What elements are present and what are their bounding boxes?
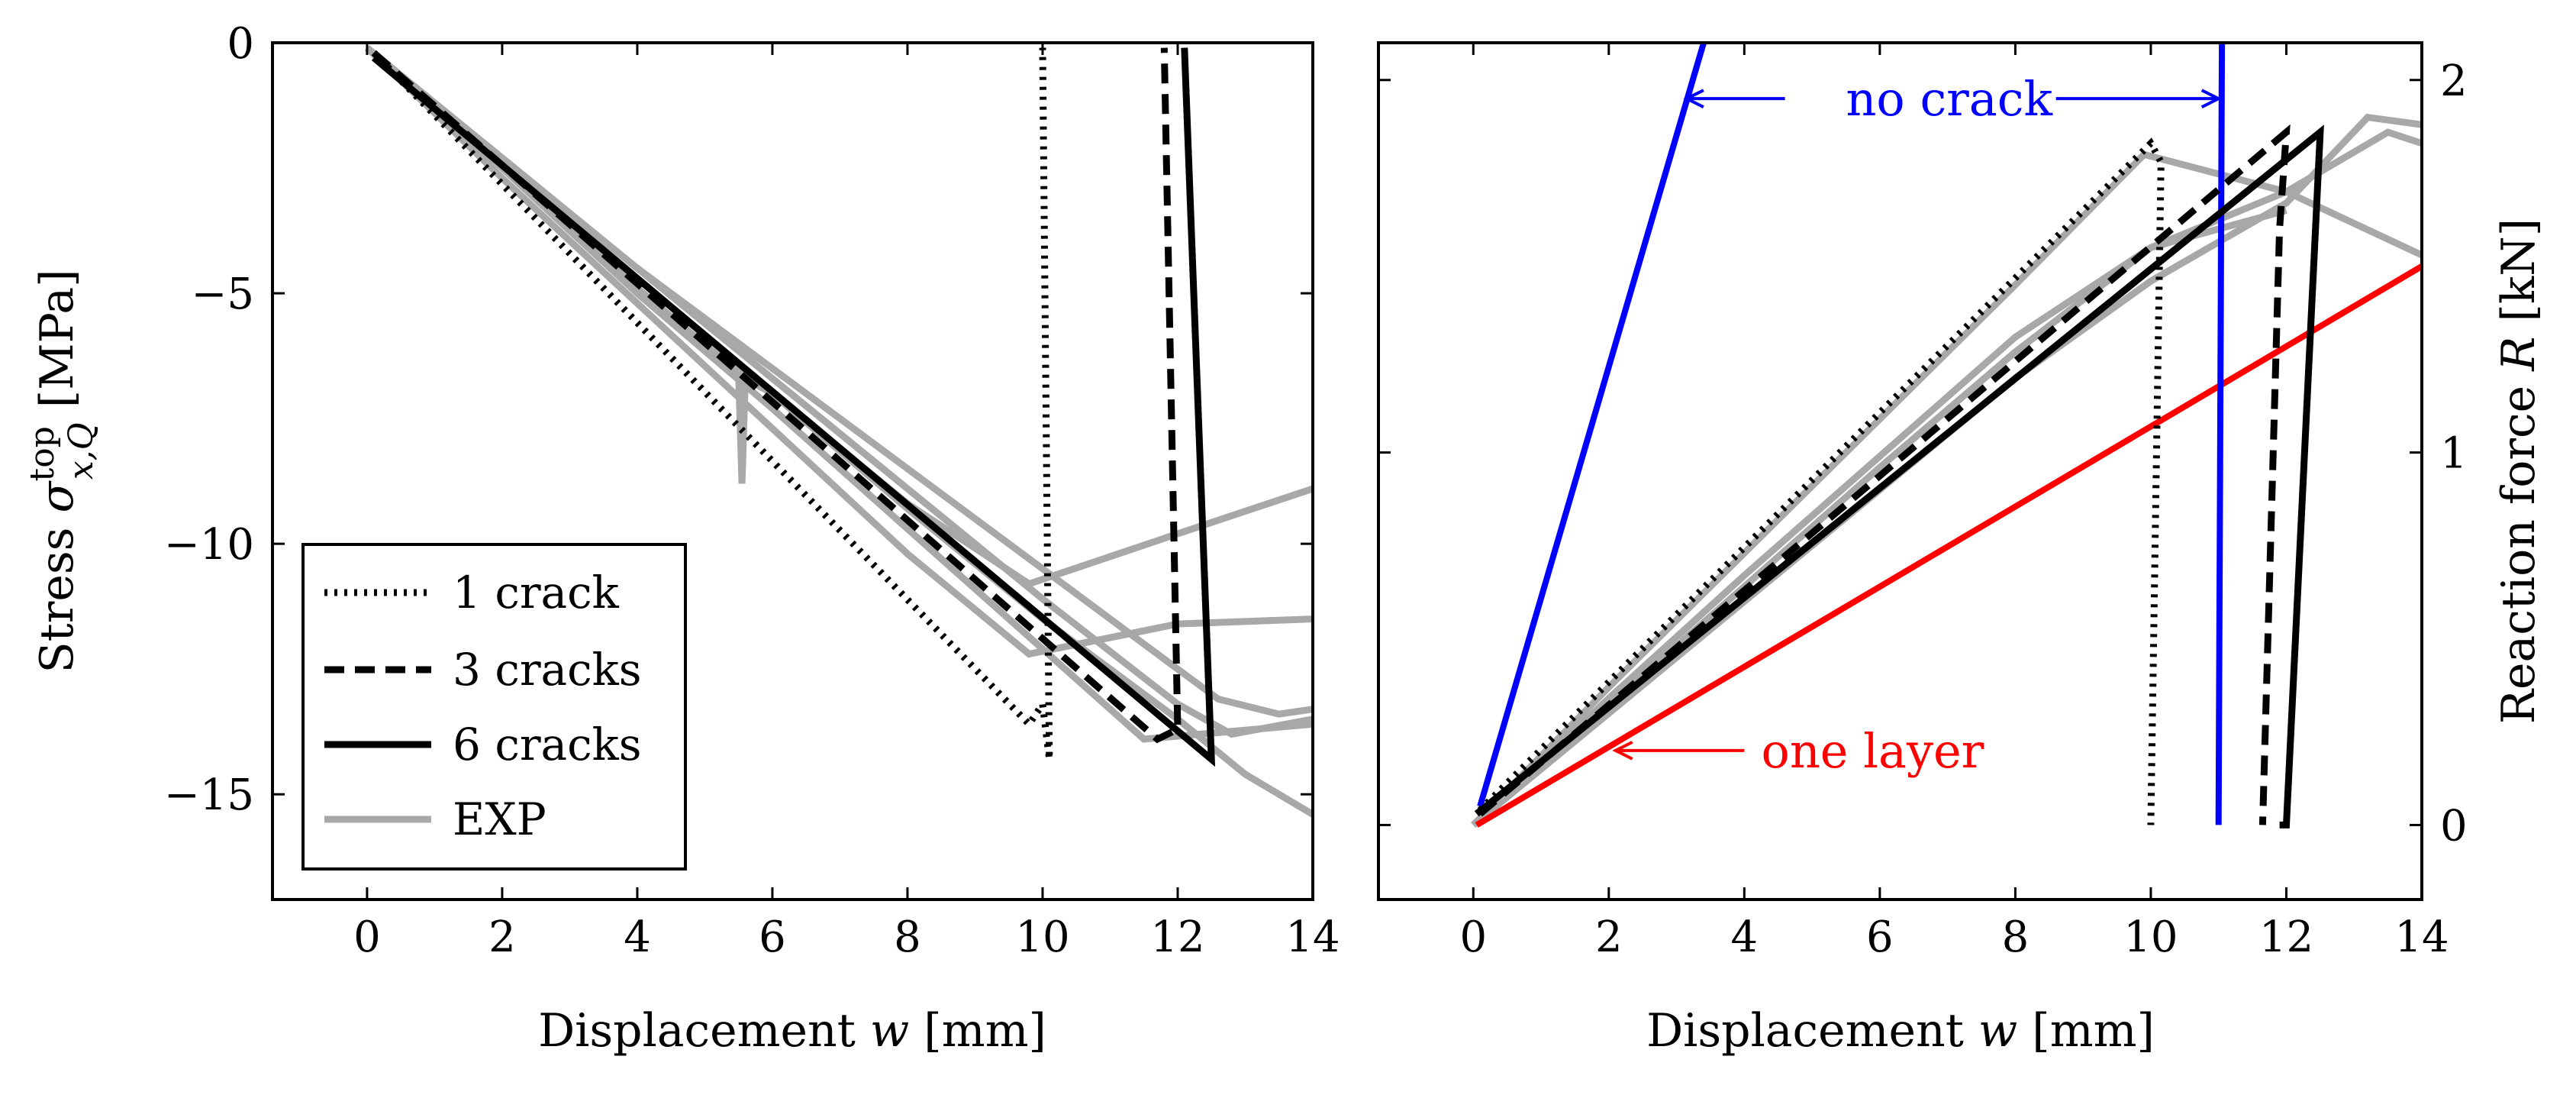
y-tick-label: 0 xyxy=(2440,801,2468,851)
x-tick-label: 10 xyxy=(1015,912,1069,962)
series-3-cracks xyxy=(371,47,1182,744)
series-exp-1 xyxy=(1471,128,2422,828)
annotation-label: one layer xyxy=(1762,723,1984,779)
x-tick-label: 10 xyxy=(2123,912,2178,962)
left-x-axis-label: Displacement w [mm] xyxy=(538,1004,1046,1058)
series-no-crack xyxy=(1477,43,1707,808)
x-tick-label: 2 xyxy=(1595,912,1623,962)
series-exp-5 xyxy=(365,45,1313,738)
legend-label-exp: EXP xyxy=(453,793,546,845)
series-no-crack-drop xyxy=(2215,43,2226,825)
y-tick-label: 1 xyxy=(2440,429,2468,479)
legend-label-1-crack: 1 crack xyxy=(453,567,620,619)
right-annotations: no crack one layer xyxy=(1612,71,2223,779)
x-tick-label: 4 xyxy=(1731,912,1759,962)
y-tick-label: −5 xyxy=(191,270,254,319)
series-3-cracks xyxy=(1478,124,2291,825)
right-plot-area xyxy=(1471,43,2422,829)
x-tick-label: 14 xyxy=(1285,912,1340,962)
x-tick-label: 6 xyxy=(759,912,786,962)
y-tick-label: −15 xyxy=(164,770,254,820)
left-plot-area xyxy=(364,45,1313,818)
annotation-arrowhead xyxy=(1612,741,1633,761)
x-tick-label: 12 xyxy=(2259,912,2313,962)
series-exp-3 xyxy=(1471,150,2422,828)
x-tick-label: 2 xyxy=(488,912,516,962)
legend-label-6-cracks: 6 cracks xyxy=(453,719,642,770)
x-tick-label: 4 xyxy=(624,912,651,962)
x-tick-label: 6 xyxy=(1866,912,1894,962)
y-tick-label: 0 xyxy=(227,19,254,69)
series-exp-3 xyxy=(364,45,1313,658)
annotation-label: no crack xyxy=(1846,71,2052,127)
annotation-arrowhead xyxy=(2200,89,2223,108)
series-6-cracks xyxy=(371,47,1216,767)
series-exp-6 xyxy=(364,45,1313,743)
series-1-crack xyxy=(371,47,1053,760)
left-y-axis-label: Stress σtopx,Q [MPa] xyxy=(23,269,101,673)
series-one-layer xyxy=(1475,263,2422,828)
annotation-arrowhead xyxy=(1683,89,1704,108)
x-tick-label: 0 xyxy=(1459,912,1487,962)
x-tick-label: 8 xyxy=(894,912,921,962)
right-y-axis-label: Reaction force R [kN] xyxy=(2492,218,2545,724)
legend-label-3-cracks: 3 cracks xyxy=(453,644,642,696)
x-tick-label: 0 xyxy=(353,912,381,962)
y-tick-label: −10 xyxy=(164,520,254,570)
right-axes-frame xyxy=(1377,41,2423,901)
left-panel: 0 2 4 6 8 10 12 14 0 −5 −10 −15 Displacement w [mm]… xyxy=(23,19,1340,1058)
x-tick-label: 12 xyxy=(1150,912,1204,962)
legend-box xyxy=(301,543,687,871)
legend: 1 crack 3 cracks 6 cracks EXP xyxy=(301,543,687,871)
left-ticks: 0 2 4 6 8 10 12 14 0 −5 −10 −15 xyxy=(164,19,1340,962)
x-tick-label: 14 xyxy=(2394,912,2449,962)
series-6-cracks xyxy=(1474,124,2324,829)
right-x-axis-label: Displacement w [mm] xyxy=(1646,1004,2155,1058)
y-tick-label: 2 xyxy=(2440,57,2468,106)
x-tick-label: 8 xyxy=(2002,912,2030,962)
left-axes-frame xyxy=(271,41,1314,901)
